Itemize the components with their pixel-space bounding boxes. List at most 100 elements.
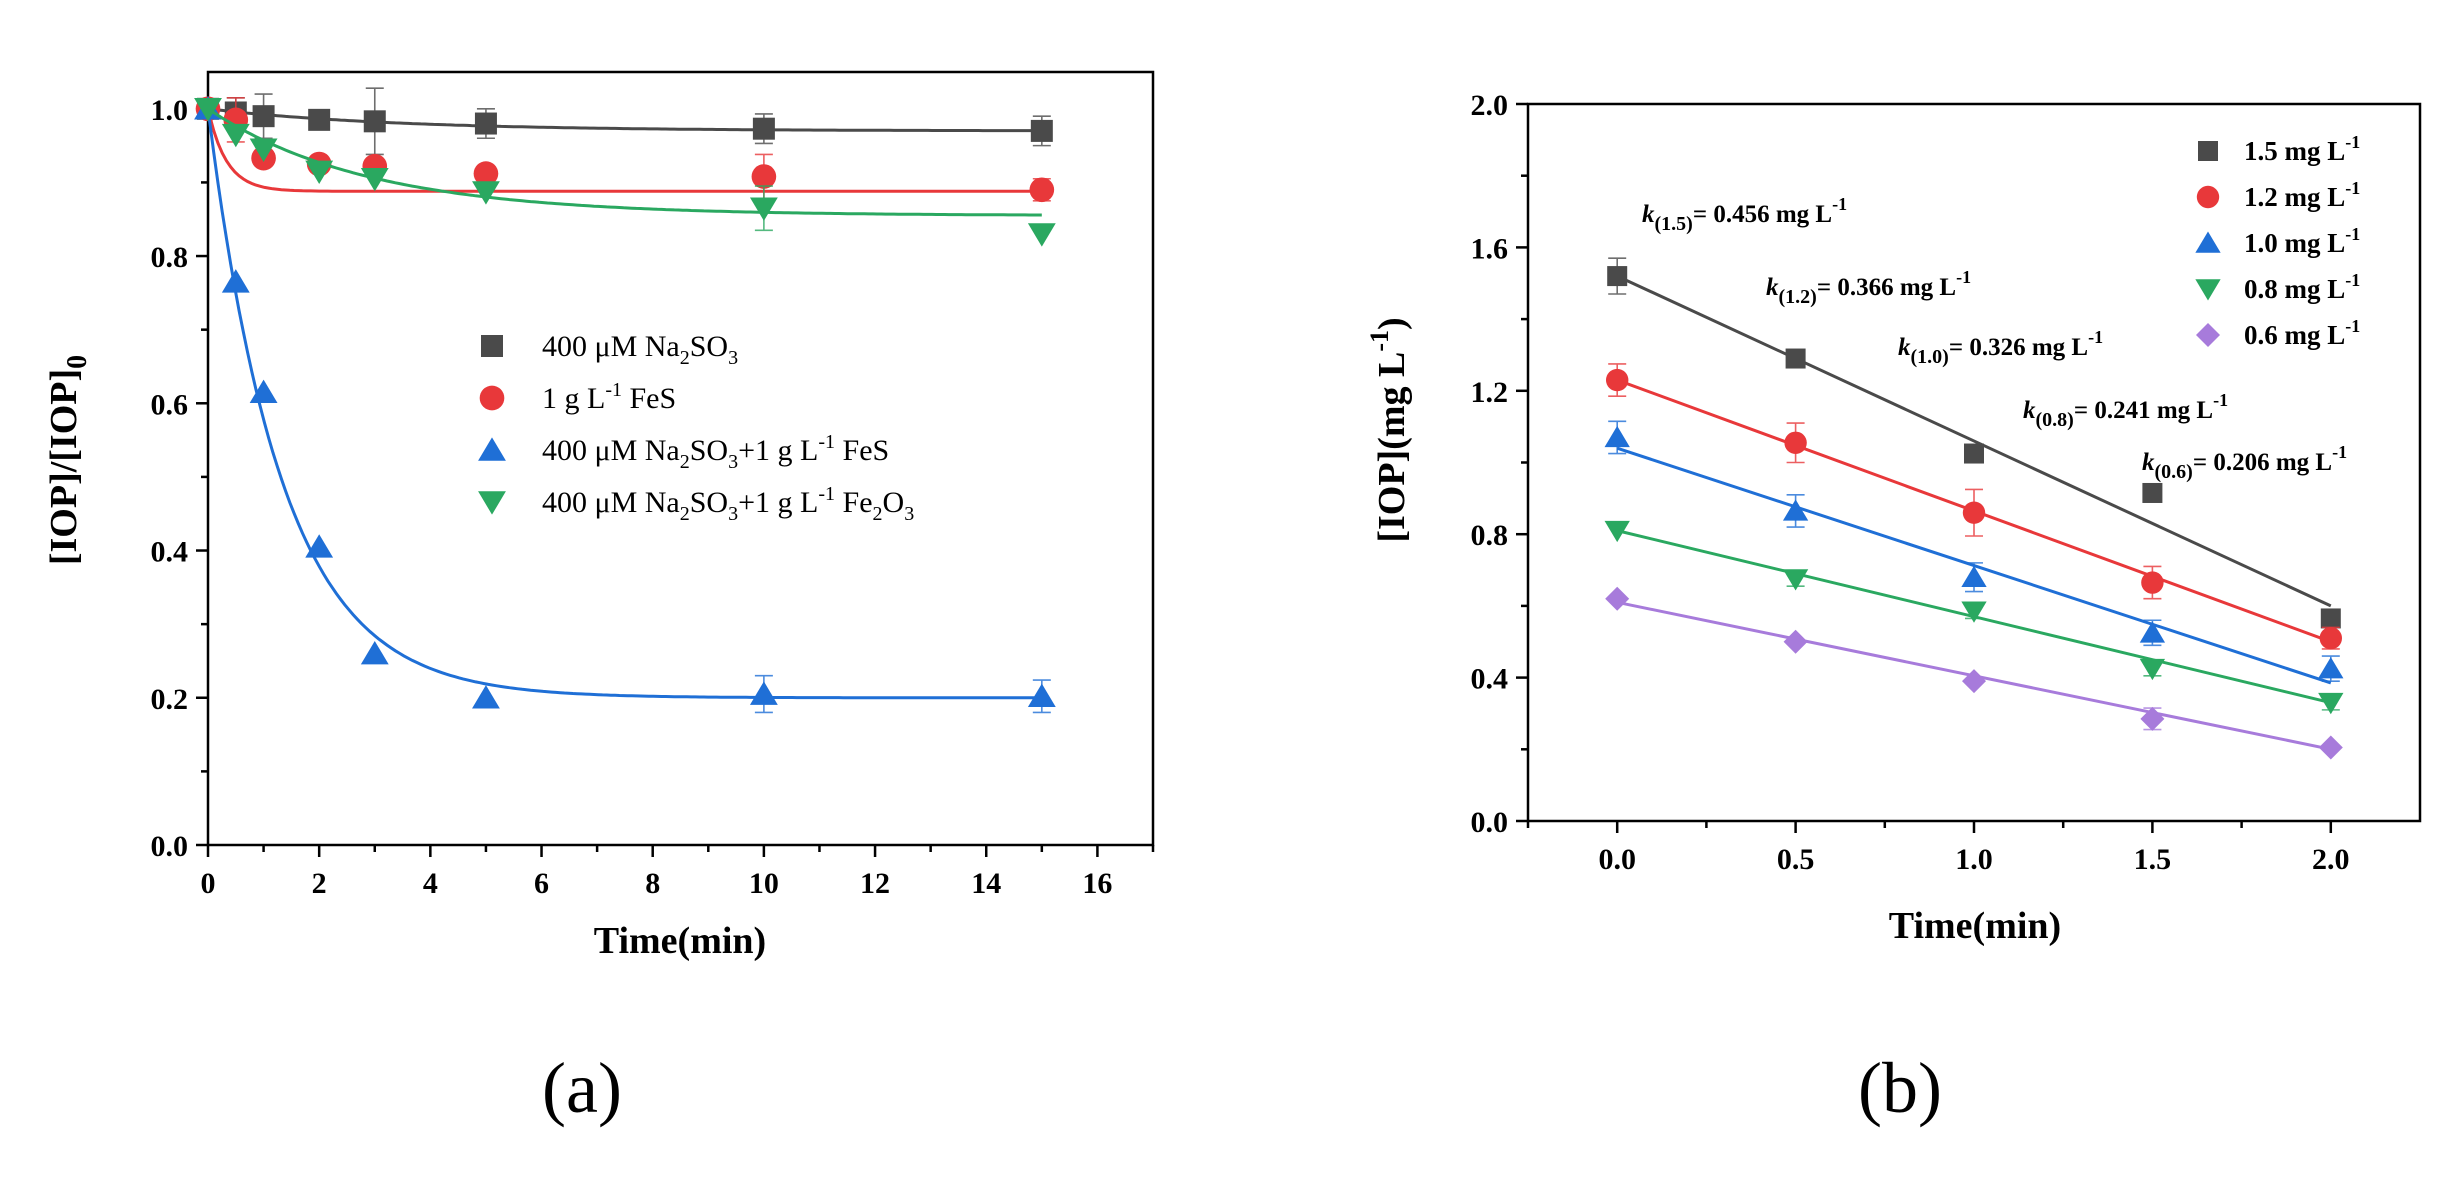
legend-label-part: FeS — [622, 382, 676, 415]
k-annotation: k(1.2)= 0.366 mg L-1 — [1766, 267, 1971, 308]
data-point — [1027, 683, 1056, 708]
chart-b-xlabel: Time(min) — [1889, 905, 2061, 947]
legend-label: 0.8 mg L-1 — [2244, 270, 2360, 304]
x-tick-label: 2.0 — [2312, 843, 2350, 876]
data-point — [1607, 266, 1628, 287]
fit-curve — [208, 107, 1042, 133]
chart-a-ylabel-sub: 0 — [62, 355, 93, 369]
data-point — [1604, 520, 1630, 543]
data-point — [308, 108, 331, 131]
chart-a-ylabel: [IOP]/[IOP]0 — [43, 355, 93, 565]
y-tick-label: 0.0 — [1471, 806, 1509, 839]
data-point — [1962, 669, 1986, 694]
data-point — [252, 105, 275, 128]
legend-label: 400 μM Na2SO3+1 g L-1 Fe2O3 — [542, 483, 914, 525]
legend-label-sup: -1 — [2345, 132, 2360, 152]
chart-b-ylabel-main: [IOP](mg L — [1371, 352, 1413, 543]
chart-b-ylabel-sup: -1 — [1365, 330, 1394, 352]
y-tick-label: 0.4 — [151, 536, 189, 569]
legend-label: 0.6 mg L-1 — [2244, 316, 2360, 350]
data-point — [752, 117, 775, 140]
x-tick-label: 12 — [860, 867, 890, 900]
k-annotation-k: k — [2142, 449, 2155, 476]
legend-label-part: 3 — [728, 503, 738, 525]
data-point — [1782, 499, 1809, 521]
series-b-4 — [1605, 586, 2343, 760]
legend-marker — [478, 437, 506, 461]
data-point — [2139, 658, 2166, 681]
data-point — [360, 640, 389, 665]
legend-label-part: SO — [690, 486, 728, 519]
y-tick-label: 0.2 — [151, 683, 189, 716]
data-point — [2318, 735, 2343, 760]
x-tick-label: 8 — [645, 867, 660, 900]
y-tick-label: 0.4 — [1471, 663, 1509, 696]
data-point — [2318, 692, 2344, 715]
legend-label-part: 3 — [728, 347, 738, 369]
data-point — [1783, 629, 1808, 654]
legend-label-part: SO — [690, 330, 728, 363]
legend-label-part: 3 — [728, 451, 738, 473]
data-point — [1964, 443, 1984, 464]
legend-label-part: 3 — [904, 503, 914, 525]
chart-a: 0 2 4 6 8 10 12 14 16 0.0 0.2 0.4 0.6 0.8 1.0 Time(min… — [43, 70, 1155, 1128]
fit-curve — [208, 101, 1042, 193]
y-tick-label: 0.0 — [151, 830, 189, 863]
data-point — [2142, 482, 2163, 503]
legend-marker — [2196, 185, 2220, 209]
data-point — [305, 160, 334, 185]
k-annotation-text: = 0.206 mg L — [2193, 449, 2332, 476]
data-point — [221, 123, 250, 148]
data-point — [472, 181, 500, 205]
data-point — [1029, 177, 1055, 203]
legend-label-part: SO — [690, 434, 728, 467]
data-point — [1027, 223, 1056, 247]
fit-curve — [208, 96, 1042, 700]
legend-label-part: +1 g L — [738, 486, 818, 519]
legend-label: 1.5 mg L-1 — [2244, 132, 2360, 166]
data-point — [221, 269, 250, 293]
chart-b-legend: 1.5 mg L-1 1.2 mg L-1 1.0 mg L-1 0.8 mg L-1… — [2195, 132, 2360, 350]
x-tick-label: 4 — [423, 867, 438, 900]
legend-marker — [2195, 231, 2221, 253]
data-point — [474, 112, 497, 135]
chart-b-ylabel-close: ) — [1371, 317, 1413, 330]
legend-label-part: 2 — [680, 451, 690, 473]
data-point — [1782, 569, 1809, 591]
data-point — [2320, 608, 2341, 629]
k-annotation-k: k — [1898, 334, 1911, 361]
data-point — [2141, 571, 2164, 594]
y-tick-label: 1.2 — [1471, 376, 1509, 409]
x-tick-label: 0.0 — [1598, 843, 1636, 876]
legend-label: 1 g L-1 FeS — [542, 379, 676, 415]
legend-label-part: 2 — [873, 503, 883, 525]
data-point — [749, 197, 778, 221]
k-annotation-text: = 0.456 mg L — [1693, 201, 1832, 228]
fit-line — [1616, 274, 2332, 608]
k-annotation-sub: (0.6) — [2155, 461, 2193, 483]
k-annotation: k(0.8)= 0.241 mg L-1 — [2023, 390, 2228, 431]
legend-label: 1.2 mg L-1 — [2244, 178, 2360, 212]
series-b-2 — [1604, 420, 2344, 685]
k-annotation-k: k — [1642, 201, 1655, 228]
series-a-3 — [194, 98, 1056, 247]
legend-label-part: -1 — [818, 483, 835, 505]
data-point — [360, 167, 389, 192]
y-tick-label: 1.0 — [151, 94, 189, 127]
legend-marker — [2196, 323, 2220, 347]
legend-marker — [479, 385, 505, 411]
x-tick-label: 0 — [201, 867, 216, 900]
chart-b-panel-label: (b) — [1858, 1048, 1942, 1128]
legend-label-part: FeS — [835, 434, 889, 467]
legend-label: 1.0 mg L-1 — [2244, 224, 2360, 258]
x-tick-label: 1.0 — [1955, 843, 1993, 876]
y-tick-label: 0.8 — [151, 241, 189, 274]
x-tick-label: 16 — [1082, 867, 1112, 900]
series-b-3 — [1604, 520, 2344, 715]
legend-label-part: -1 — [605, 379, 622, 401]
legend-label-sup: -1 — [2345, 178, 2360, 198]
series-a-0 — [197, 87, 1053, 156]
legend-marker — [481, 335, 503, 357]
